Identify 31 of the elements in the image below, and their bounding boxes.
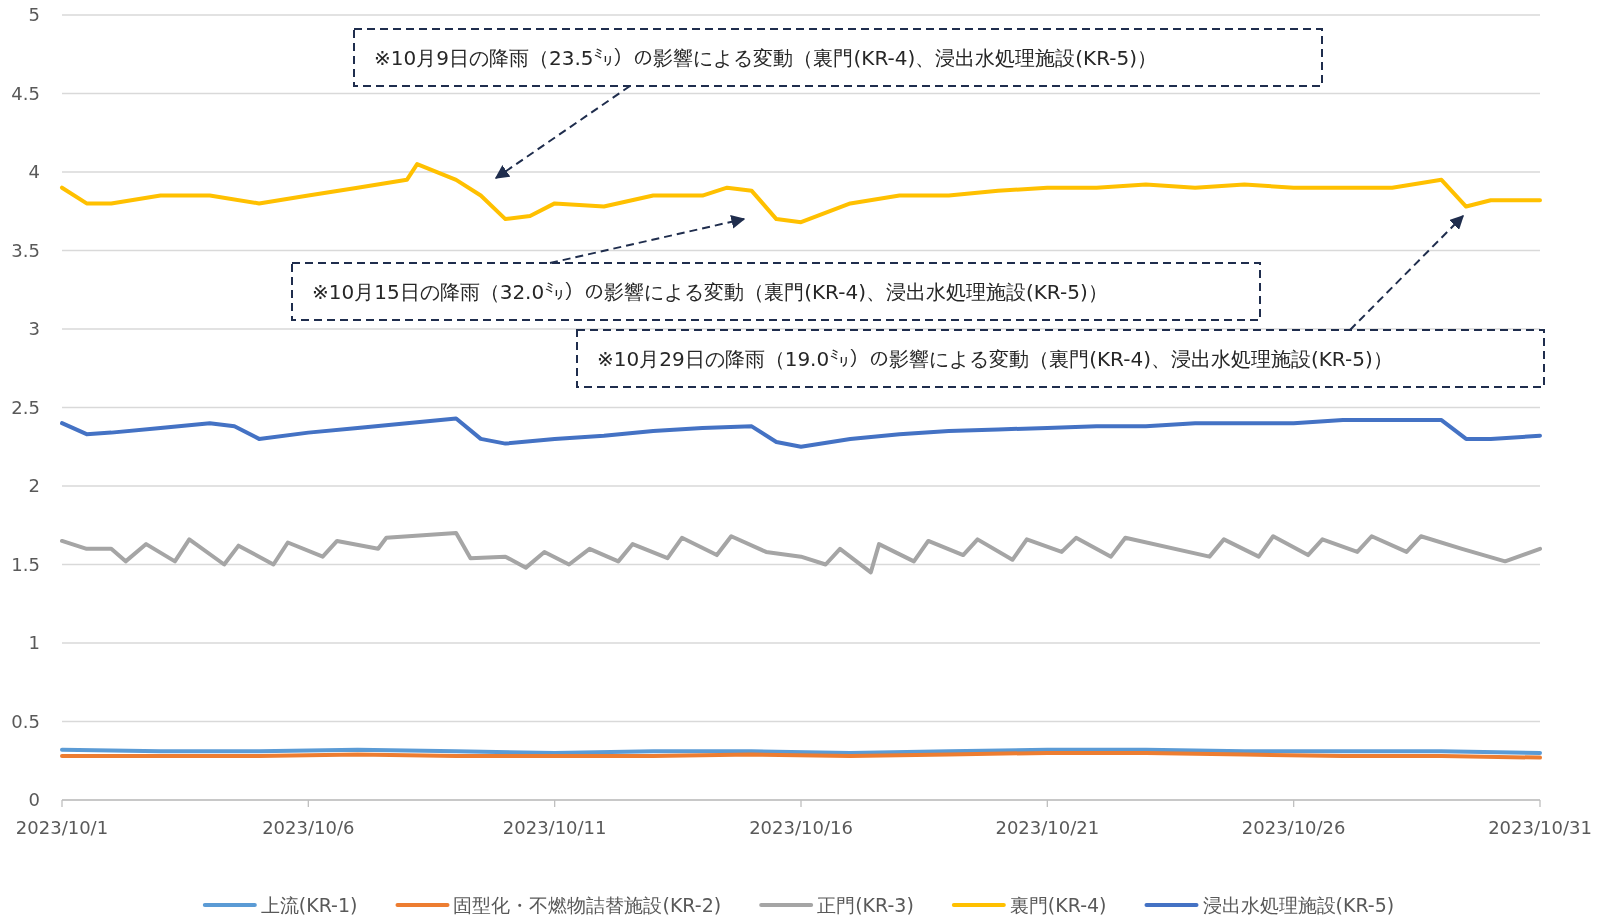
line-series [60, 162, 1542, 225]
x-tick-label: 2023/10/16 [749, 817, 853, 838]
y-tick-label: 2.5 [11, 396, 40, 418]
y-tick-label: 5 [28, 4, 40, 25]
y-tick-label: 4.5 [11, 82, 40, 104]
line-series [60, 416, 1542, 449]
y-tick-label: 1.5 [11, 553, 40, 575]
x-tick-label: 2023/10/21 [995, 817, 1100, 838]
y-tick-label: 3 [28, 318, 40, 339]
y-tick-label: 2 [28, 475, 40, 496]
y-tick-label: 1 [28, 632, 40, 653]
annotation: ※10月15日の降雨（32.0㍉）の影響による変動（裏門(KR-4)、浸出水処理施設(KR-5)） [312, 279, 1108, 304]
x-tick-label: 2023/10/11 [502, 817, 607, 838]
legend-label: 浸出水処理施設(KR-5) [1202, 894, 1395, 916]
legend-label: 上流(KR-1) [260, 894, 358, 916]
annotation: ※10月9日の降雨（23.5㍉）の影響による変動（裏門(KR-4)、浸出水処理施設(KR-5)） [374, 45, 1157, 70]
x-tick-label: 2023/10/26 [1241, 817, 1346, 838]
legend-label: 固型化・不燃物詰替施設(KR-2) [453, 894, 722, 916]
annotation: ※10月29日の降雨（19.0㍉）の影響による変動（裏門(KR-4)、浸出水処理施設(KR-5)） [597, 346, 1393, 371]
legend-label: 裏門(KR-4) [1009, 894, 1107, 916]
x-tick-label: 2023/10/6 [262, 817, 355, 838]
x-tick-label: 2023/10/31 [1488, 817, 1592, 838]
y-tick-label: 3.5 [11, 239, 40, 261]
y-tick-label: 0.5 [11, 710, 40, 732]
y-tick-label: 4 [28, 161, 40, 182]
x-tick-label: 2023/10/1 [15, 817, 109, 838]
annotation: ※10月15日の降雨（32.0㍉）の影響による変動（裏門(KR-4)、浸出水処理施設(KR-5)） [291, 214, 1261, 321]
legend-label: 正門(KR-3) [817, 894, 914, 916]
line-series [60, 531, 1542, 575]
y-tick-label: 0 [28, 789, 40, 810]
annotation: ※10月9日の降雨（23.5㍉）の影響による変動（裏門(KR-4)、浸出水処理施設(KR-5)） [353, 28, 1323, 179]
